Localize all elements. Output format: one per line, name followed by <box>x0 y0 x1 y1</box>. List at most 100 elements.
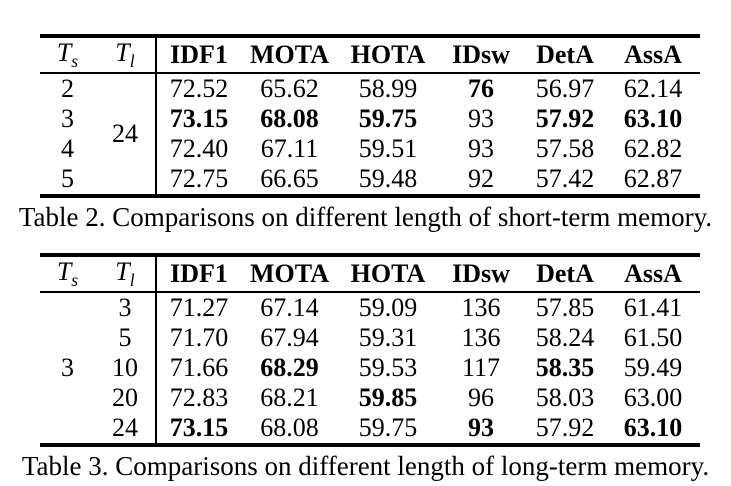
table3-row-tl3: 3 3 71.27 67.14 59.09 136 57.85 61.41 <box>40 292 700 382</box>
cell-assa: 61.41 <box>623 293 683 323</box>
cell-assa: 61.50 <box>623 323 683 353</box>
cell-deta: 57.42 <box>535 164 595 194</box>
cell-hota: 59.85 <box>358 383 418 413</box>
cell-idf1: 72.52 <box>155 73 241 105</box>
cell-idf1: 72.83 <box>155 383 241 414</box>
tl-symbol: T <box>115 257 130 286</box>
ts-symbol: T <box>56 38 72 67</box>
table-long-term-memory: Ts Tl IDF1 MOTA HOTA IDsw DetA AssA 3 3 … <box>40 253 700 448</box>
cell-assa: 59.49 <box>623 353 683 383</box>
col-header-deta: DetA <box>524 255 606 294</box>
cell-hota: 59.53 <box>358 353 418 383</box>
cell-deta: 56.97 <box>535 74 595 104</box>
cell-idf1: 71.70 <box>155 323 241 354</box>
cell-idf1: 71.66 <box>155 353 241 384</box>
col-header-idf1: IDF1 <box>155 255 241 294</box>
cell-idsw: 136 <box>461 323 501 353</box>
col-header-mota: MOTA <box>241 36 338 75</box>
tl-subscript: l <box>129 270 135 291</box>
cell-idf1: 73.15 <box>155 104 241 135</box>
col-header-assa: AssA <box>606 36 700 75</box>
table3-row-tl10: 10 71.66 68.29 59.53 117 58.35 59.49 <box>40 353 700 384</box>
cell-ts-merged: 3 <box>61 353 74 383</box>
table2-row-ts5: 5 72.75 66.65 59.48 92 57.42 62.87 <box>40 164 700 197</box>
cell-hota: 58.99 <box>358 74 418 104</box>
col-header-deta: DetA <box>524 36 606 75</box>
cell-assa: 62.87 <box>623 164 683 194</box>
table2-header-row: Ts Tl IDF1 MOTA HOTA IDsw DetA AssA <box>40 36 700 75</box>
table3-header-row: Ts Tl IDF1 MOTA HOTA IDsw DetA AssA <box>40 255 700 294</box>
cell-hota: 59.09 <box>358 293 418 323</box>
cell-deta: 57.92 <box>535 104 595 134</box>
cell-assa: 63.00 <box>623 383 683 413</box>
table3-row-tl5: 5 71.70 67.94 59.31 136 58.24 61.50 <box>40 323 700 354</box>
table2-row-ts2: 2 24 72.52 65.62 58.99 76 56.97 62.14 <box>40 73 700 148</box>
cell-idsw: 136 <box>461 293 501 323</box>
cell-idsw: 93 <box>468 134 494 164</box>
cell-assa: 63.10 <box>623 413 683 443</box>
col-header-tl: Tl <box>95 255 156 294</box>
cell-ts: 3 <box>61 104 74 134</box>
table3-caption: Table 3. Comparisons on different length… <box>21 451 710 481</box>
col-header-tl: Tl <box>95 36 156 75</box>
cell-mota: 65.62 <box>260 74 319 104</box>
cell-tl: 20 <box>112 383 138 413</box>
cell-idf1: 71.27 <box>155 292 241 324</box>
table3-row-tl24: 24 73.15 68.08 59.75 93 57.92 63.10 <box>40 413 700 446</box>
col-header-idsw: IDsw <box>438 255 524 294</box>
cell-deta: 58.35 <box>535 353 595 383</box>
cell-idf1: 73.15 <box>155 413 241 446</box>
table2-row-ts4: 4 72.40 67.11 59.51 93 57.58 62.82 <box>40 134 700 165</box>
cell-ts: 5 <box>61 164 74 194</box>
tl-symbol: T <box>115 38 130 67</box>
ts-subscript: s <box>71 270 79 291</box>
cell-mota: 68.21 <box>260 383 319 413</box>
cell-ts: 2 <box>61 74 74 104</box>
cell-idsw: 93 <box>468 104 494 134</box>
col-header-hota: HOTA <box>338 255 438 294</box>
cell-deta: 58.24 <box>535 323 595 353</box>
ts-subscript: s <box>71 51 79 72</box>
cell-tl: 24 <box>112 413 138 443</box>
cell-idsw: 96 <box>468 383 494 413</box>
col-header-mota: MOTA <box>241 255 338 294</box>
cell-mota: 68.08 <box>260 104 319 134</box>
cell-tl: 10 <box>112 353 138 383</box>
col-header-assa: AssA <box>606 255 700 294</box>
cell-deta: 57.58 <box>535 134 595 164</box>
cell-hota: 59.48 <box>358 164 418 194</box>
table2-row-ts3: 3 73.15 68.08 59.75 93 57.92 63.10 <box>40 104 700 135</box>
cell-hota: 59.51 <box>358 134 418 164</box>
cell-tl: 3 <box>118 293 132 323</box>
cell-deta: 58.03 <box>535 383 595 413</box>
col-header-idf1: IDF1 <box>155 36 241 75</box>
cell-idsw: 117 <box>461 353 501 383</box>
cell-idf1: 72.75 <box>155 164 241 197</box>
cell-ts: 4 <box>61 134 74 164</box>
cell-deta: 57.85 <box>535 293 595 323</box>
cell-mota: 67.94 <box>260 323 319 353</box>
cell-mota: 68.29 <box>260 353 319 383</box>
table2-caption: Table 2. Comparisons on different length… <box>18 202 713 232</box>
cell-mota: 67.11 <box>260 134 319 164</box>
cell-idsw: 93 <box>468 413 494 443</box>
ts-symbol: T <box>56 257 72 286</box>
cell-tl: 5 <box>118 323 132 353</box>
tl-subscript: l <box>129 51 135 72</box>
cell-mota: 67.14 <box>260 293 319 323</box>
cell-hota: 59.75 <box>358 104 418 134</box>
cell-idsw: 76 <box>468 74 494 104</box>
cell-mota: 66.65 <box>260 164 319 194</box>
cell-assa: 62.82 <box>623 134 683 164</box>
table-short-term-memory: Ts Tl IDF1 MOTA HOTA IDsw DetA AssA 2 24… <box>40 34 700 199</box>
col-header-ts: Ts <box>40 36 95 75</box>
cell-hota: 59.75 <box>358 413 418 443</box>
cell-idsw: 92 <box>468 164 494 194</box>
col-header-hota: HOTA <box>338 36 438 75</box>
cell-hota: 59.31 <box>358 323 418 353</box>
col-header-idsw: IDsw <box>438 36 524 75</box>
table3-row-tl20: 20 72.83 68.21 59.85 96 58.03 63.00 <box>40 383 700 414</box>
col-header-ts: Ts <box>40 255 95 294</box>
cell-assa: 63.10 <box>623 104 683 134</box>
cell-tl-merged: 24 <box>112 119 138 149</box>
